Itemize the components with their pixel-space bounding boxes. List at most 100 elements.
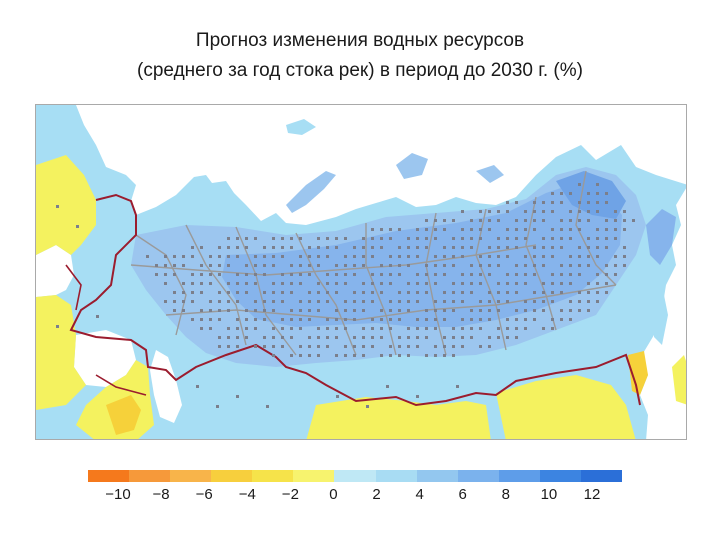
significance-dot: [380, 237, 383, 240]
significance-dot: [362, 327, 365, 330]
significance-dot: [389, 237, 392, 240]
significance-dot: [407, 246, 410, 249]
significance-dot: [470, 318, 473, 321]
significance-dot: [560, 273, 563, 276]
significance-dot: [335, 318, 338, 321]
significance-dot: [479, 228, 482, 231]
significance-dot: [596, 228, 599, 231]
significance-dot: [551, 192, 554, 195]
significance-dot: [317, 291, 320, 294]
significance-dot: [200, 273, 203, 276]
map-frame: [35, 104, 687, 440]
significance-dot: [227, 345, 230, 348]
significance-dot: [443, 273, 446, 276]
significance-dot: [515, 336, 518, 339]
significance-dot: [596, 192, 599, 195]
significance-dot: [425, 291, 428, 294]
significance-dot: [344, 264, 347, 267]
significance-dot: [578, 273, 581, 276]
significance-dot: [209, 255, 212, 258]
significance-dot: [254, 309, 257, 312]
significance-dot: [533, 210, 536, 213]
significance-dot: [326, 255, 329, 258]
significance-dot: [218, 273, 221, 276]
significance-dot: [515, 273, 518, 276]
legend-tick-label: 0: [329, 486, 338, 503]
sakhalin: [654, 285, 668, 345]
significance-dot: [551, 273, 554, 276]
significance-dot: [596, 300, 599, 303]
significance-dot: [605, 264, 608, 267]
significance-dot: [524, 237, 527, 240]
significance-dot: [326, 273, 329, 276]
significance-dot: [407, 282, 410, 285]
significance-dot: [524, 318, 527, 321]
significance-dot: [497, 210, 500, 213]
significance-dot: [488, 300, 491, 303]
significance-dot: [587, 192, 590, 195]
legend-swatch: [252, 470, 294, 482]
significance-dot: [488, 228, 491, 231]
significance-dot: [335, 336, 338, 339]
significance-dot: [587, 309, 590, 312]
significance-dot: [587, 210, 590, 213]
significance-dot: [416, 246, 419, 249]
legend-tick-label: 6: [458, 486, 467, 503]
significance-dot: [497, 291, 500, 294]
significance-dot: [254, 300, 257, 303]
significance-dot: [398, 273, 401, 276]
significance-dot: [407, 309, 410, 312]
significance-dot: [506, 237, 509, 240]
significance-dot: [344, 318, 347, 321]
significance-dot: [191, 246, 194, 249]
significance-dot: [191, 282, 194, 285]
significance-dot: [362, 246, 365, 249]
significance-dot: [623, 264, 626, 267]
legend-swatch: [416, 470, 458, 482]
significance-dot: [614, 210, 617, 213]
significance-dot: [326, 282, 329, 285]
significance-dot: [209, 327, 212, 330]
significance-dot: [533, 318, 536, 321]
significance-dot: [506, 336, 509, 339]
significance-dot: [578, 210, 581, 213]
significance-dot: [263, 273, 266, 276]
significance-dot: [488, 309, 491, 312]
significance-dot: [200, 309, 203, 312]
significance-dot: [326, 318, 329, 321]
significance-dot: [389, 327, 392, 330]
significance-dot: [614, 228, 617, 231]
significance-dot: [353, 291, 356, 294]
significance-dot: [173, 264, 176, 267]
significance-dot: [551, 291, 554, 294]
significance-dot: [254, 273, 257, 276]
significance-dot: [164, 300, 167, 303]
significance-dot: [452, 300, 455, 303]
significance-dot: [227, 264, 230, 267]
significance-dot: [488, 318, 491, 321]
significance-dot: [281, 246, 284, 249]
significance-dot: [236, 345, 239, 348]
significance-dot: [425, 309, 428, 312]
significance-dot: [488, 210, 491, 213]
significance-dot: [461, 255, 464, 258]
significance-dot: [371, 246, 374, 249]
significance-dot: [245, 309, 248, 312]
significance-dot: [335, 291, 338, 294]
significance-dot: [479, 255, 482, 258]
significance-dot: [542, 300, 545, 303]
significance-dot: [569, 210, 572, 213]
significance-dot: [362, 291, 365, 294]
significance-dot: [479, 237, 482, 240]
significance-dot: [479, 210, 482, 213]
significance-dot: [371, 336, 374, 339]
legend-color-bar: [88, 470, 623, 482]
significance-dot: [389, 228, 392, 231]
significance-dot: [326, 237, 329, 240]
legend-swatch: [293, 470, 335, 482]
significance-dot: [533, 309, 536, 312]
significance-dot: [407, 345, 410, 348]
significance-dot: [380, 327, 383, 330]
significance-dot: [470, 282, 473, 285]
significance-dot: [299, 354, 302, 357]
